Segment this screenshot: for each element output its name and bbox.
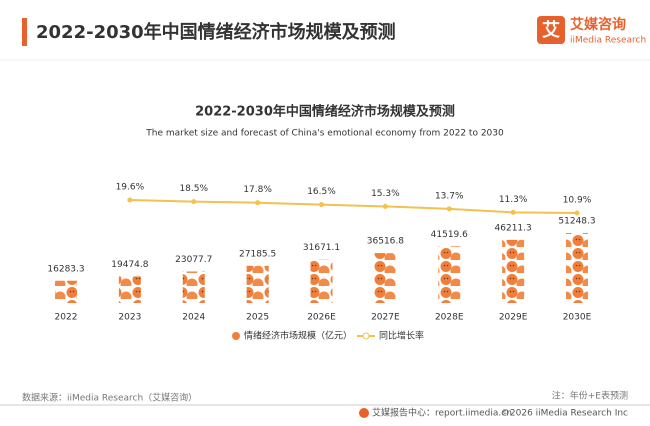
growth-label: 17.8% — [243, 185, 272, 195]
bar — [438, 246, 461, 303]
bar — [55, 280, 77, 303]
bar-value-label: 51248.3 — [558, 217, 595, 227]
growth-point — [191, 199, 197, 205]
x-tick-label: 2024 — [182, 313, 205, 323]
x-tick-label: 2030E — [563, 313, 592, 323]
bar — [118, 276, 141, 303]
footer-icon — [359, 408, 369, 418]
bar-value-label: 46211.3 — [495, 223, 532, 233]
x-tick-label: 2022 — [55, 313, 78, 323]
growth-point — [510, 209, 516, 215]
footer-site: 艾媒报告中心：report.iimedia.cn — [372, 407, 512, 419]
growth-label: 19.6% — [116, 183, 145, 193]
logo-name: 艾媒咨询 — [570, 16, 626, 33]
legend-swatch — [232, 332, 240, 340]
source: 数据来源：iiMedia Research（艾媒咨询） — [22, 392, 197, 404]
bar-value-label: 27185.5 — [239, 249, 276, 259]
bar — [374, 253, 397, 303]
note: 注：年份+E表预测 — [552, 390, 628, 402]
bar-value-label: 19474.8 — [111, 260, 148, 270]
growth-label: 13.7% — [435, 191, 464, 201]
x-tick-label: 2028E — [435, 313, 464, 323]
growth-point — [127, 197, 133, 203]
growth-point — [574, 210, 580, 216]
legend-swatch — [362, 332, 370, 340]
growth-line — [129, 199, 578, 214]
x-tick-label: 2023 — [118, 313, 141, 323]
chart-subtitle: The market size and forecast of China's … — [145, 129, 504, 139]
legend-label: 同比增长率 — [379, 330, 424, 342]
x-tick-label: 2025 — [246, 313, 269, 323]
growth-point — [255, 200, 261, 206]
bar-value-label: 36516.8 — [367, 237, 404, 247]
x-tick-label: 2029E — [499, 313, 528, 323]
growth-label: 11.3% — [499, 195, 528, 205]
bar-value-label: 41519.6 — [431, 230, 468, 240]
growth-label: 10.9% — [563, 196, 592, 206]
logo-sub: iiMedia Research — [570, 36, 646, 46]
header-accent — [22, 18, 27, 46]
bar — [502, 239, 525, 303]
growth-point — [446, 206, 452, 212]
growth-label: 16.5% — [307, 187, 336, 197]
bar — [182, 271, 205, 303]
header-title: 2022-2030年中国情绪经济市场规模及预测 — [36, 21, 396, 43]
growth-point — [319, 202, 324, 208]
bar — [566, 233, 588, 303]
bar — [246, 265, 269, 303]
bar-value-label: 23077.7 — [175, 255, 212, 265]
x-tick-label: 2027E — [371, 313, 400, 323]
x-tick-label: 2026E — [307, 313, 336, 323]
footer-copyright: ©2026 iiMedia Research Inc — [501, 409, 628, 419]
bar-value-label: 31671.1 — [303, 243, 340, 253]
growth-label: 15.3% — [371, 189, 400, 199]
logo-box — [537, 16, 565, 44]
growth-label: 18.5% — [179, 184, 208, 194]
legend-label: 情绪经济市场规模（亿元） — [244, 330, 352, 342]
logo-icon: 艾 — [542, 19, 560, 41]
growth-point — [382, 203, 388, 209]
bar-value-label: 16283.3 — [47, 264, 84, 274]
chart-title: 2022-2030年中国情绪经济市场规模及预测 — [195, 104, 455, 120]
bar — [310, 259, 333, 303]
